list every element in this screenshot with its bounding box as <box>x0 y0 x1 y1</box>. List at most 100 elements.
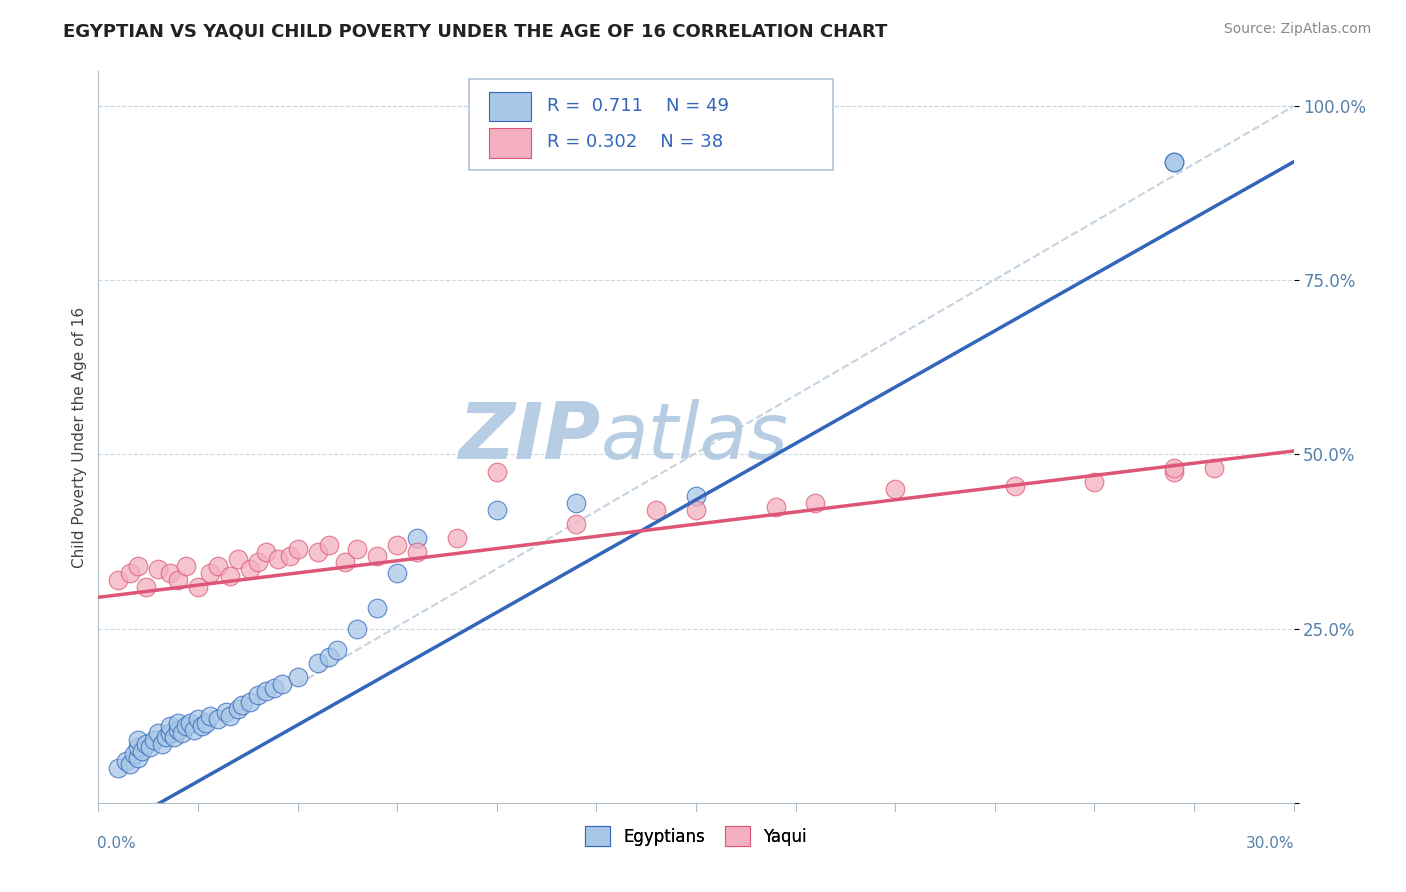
Point <box>167 723 190 737</box>
Point <box>263 681 285 695</box>
Point <box>1163 155 1185 169</box>
Point <box>187 580 209 594</box>
Point <box>804 496 827 510</box>
Point <box>191 719 214 733</box>
Point <box>326 642 349 657</box>
Point <box>446 531 468 545</box>
Point <box>884 483 907 497</box>
Point <box>167 573 190 587</box>
Point <box>406 545 429 559</box>
Point <box>198 566 221 580</box>
Point <box>120 566 142 580</box>
Text: R = 0.302    N = 38: R = 0.302 N = 38 <box>547 133 723 152</box>
Point <box>565 496 588 510</box>
Point <box>645 503 668 517</box>
Point <box>124 747 146 761</box>
Point <box>127 733 149 747</box>
Point <box>198 708 221 723</box>
Point <box>159 719 181 733</box>
Point <box>346 541 368 556</box>
Point <box>1004 479 1026 493</box>
Point <box>174 719 197 733</box>
Point <box>174 558 197 573</box>
Point <box>485 465 508 479</box>
Point <box>1163 461 1185 475</box>
Point <box>239 695 262 709</box>
Point <box>148 562 170 576</box>
Point <box>239 562 262 576</box>
Point <box>127 558 149 573</box>
Point <box>139 740 162 755</box>
Point <box>346 622 368 636</box>
FancyBboxPatch shape <box>470 78 834 170</box>
Point <box>159 566 181 580</box>
Point <box>335 556 357 570</box>
Y-axis label: Child Poverty Under the Age of 16: Child Poverty Under the Age of 16 <box>72 307 87 567</box>
Point <box>207 712 229 726</box>
Point <box>155 730 177 744</box>
Point <box>231 698 253 713</box>
Point <box>254 684 277 698</box>
Point <box>115 754 138 768</box>
Point <box>107 761 129 775</box>
Point <box>179 715 201 730</box>
Point <box>318 649 340 664</box>
Point <box>267 552 290 566</box>
Point <box>107 573 129 587</box>
Point <box>307 657 329 671</box>
Point <box>287 541 309 556</box>
Point <box>148 726 170 740</box>
Point <box>406 531 429 545</box>
Point <box>385 566 409 580</box>
Point <box>366 600 388 615</box>
Point <box>159 726 181 740</box>
Legend: Egyptians, Yaqui: Egyptians, Yaqui <box>578 820 814 853</box>
Point <box>254 545 277 559</box>
Point <box>127 740 149 755</box>
Point <box>207 558 229 573</box>
Point <box>246 688 269 702</box>
Point <box>270 677 292 691</box>
Text: ZIP: ZIP <box>458 399 600 475</box>
Point <box>226 552 249 566</box>
Text: R =  0.711    N = 49: R = 0.711 N = 49 <box>547 96 728 115</box>
Point <box>685 503 707 517</box>
Point <box>1163 465 1185 479</box>
Point <box>135 580 157 594</box>
Point <box>226 702 249 716</box>
Point <box>183 723 205 737</box>
Point <box>765 500 787 514</box>
Point <box>1163 155 1185 169</box>
Point <box>366 549 388 563</box>
Point <box>278 549 301 563</box>
Text: Source: ZipAtlas.com: Source: ZipAtlas.com <box>1223 22 1371 37</box>
Point <box>565 517 588 532</box>
Point <box>246 556 269 570</box>
Point <box>195 715 218 730</box>
Point <box>172 726 194 740</box>
Point <box>187 712 209 726</box>
Point <box>167 715 190 730</box>
Point <box>685 489 707 503</box>
Point <box>287 670 309 684</box>
Text: atlas: atlas <box>600 399 789 475</box>
Point <box>307 545 329 559</box>
Point <box>135 737 157 751</box>
Point <box>219 569 242 583</box>
FancyBboxPatch shape <box>489 92 531 121</box>
Text: 30.0%: 30.0% <box>1246 836 1295 851</box>
Point <box>143 733 166 747</box>
Point <box>120 757 142 772</box>
Point <box>219 708 242 723</box>
Point <box>485 503 508 517</box>
Text: 0.0%: 0.0% <box>97 836 136 851</box>
Point <box>318 538 340 552</box>
Point <box>385 538 409 552</box>
Point <box>127 750 149 764</box>
Point <box>131 743 153 757</box>
FancyBboxPatch shape <box>489 128 531 158</box>
Point <box>215 705 238 719</box>
Text: EGYPTIAN VS YAQUI CHILD POVERTY UNDER THE AGE OF 16 CORRELATION CHART: EGYPTIAN VS YAQUI CHILD POVERTY UNDER TH… <box>63 22 887 40</box>
Point <box>150 737 173 751</box>
Point <box>163 730 186 744</box>
